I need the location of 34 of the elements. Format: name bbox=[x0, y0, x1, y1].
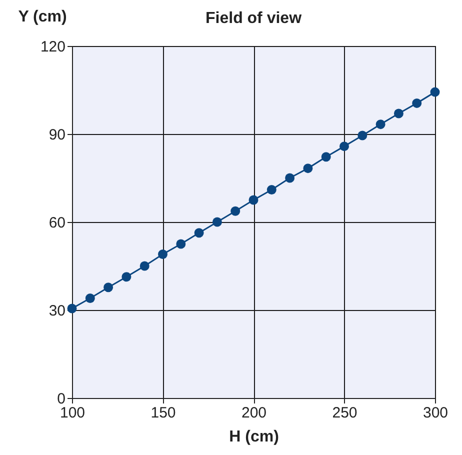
point bbox=[358, 130, 368, 140]
chart-title: Field of view bbox=[205, 10, 302, 27]
point bbox=[412, 98, 422, 108]
y-tick-label: 90 bbox=[48, 126, 66, 144]
y-axis-title: Y (cm) bbox=[18, 8, 67, 26]
point bbox=[340, 142, 349, 152]
point bbox=[248, 195, 258, 205]
point bbox=[158, 250, 168, 259]
y-tick-label: 60 bbox=[48, 214, 66, 232]
point bbox=[104, 282, 114, 292]
x-axis-title: H (cm) bbox=[229, 428, 279, 446]
x-tick-label: 100 bbox=[60, 404, 86, 422]
point bbox=[176, 239, 186, 249]
x-tick-label: 200 bbox=[241, 404, 267, 422]
point bbox=[194, 228, 204, 238]
y-tick-label: 30 bbox=[48, 302, 66, 320]
x-tick-label: 300 bbox=[422, 404, 448, 422]
point bbox=[321, 152, 331, 162]
point bbox=[67, 304, 77, 314]
point bbox=[212, 217, 222, 227]
point bbox=[285, 173, 295, 183]
point bbox=[394, 108, 404, 118]
x-tick-label: 150 bbox=[150, 404, 176, 422]
point bbox=[85, 294, 95, 303]
point bbox=[376, 120, 386, 130]
point bbox=[266, 185, 276, 194]
point bbox=[430, 87, 440, 97]
y-tick-label: 120 bbox=[40, 38, 66, 56]
point bbox=[122, 272, 132, 282]
point bbox=[303, 164, 313, 174]
point bbox=[230, 206, 240, 216]
point bbox=[140, 261, 150, 271]
x-tick-label: 250 bbox=[332, 404, 358, 422]
y-tick-label: 0 bbox=[57, 390, 66, 408]
